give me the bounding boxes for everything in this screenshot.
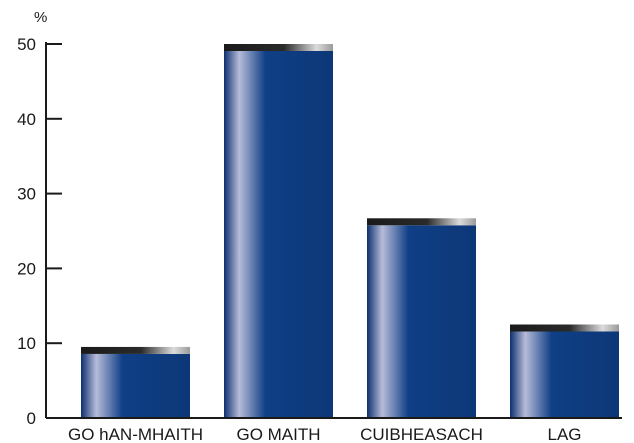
bar <box>367 225 476 418</box>
bar <box>224 51 333 418</box>
bars-group <box>81 44 619 418</box>
bar-cap <box>510 324 619 332</box>
y-tick-label: 0 <box>27 409 36 428</box>
x-category-label: GO hAN-MHAITH <box>68 425 203 443</box>
bar-cap <box>81 346 190 354</box>
y-unit-label: % <box>34 9 47 26</box>
y-tick-label: 10 <box>17 334 36 353</box>
y-tick-label: 50 <box>17 35 36 54</box>
x-category-label: GO MAITH <box>236 425 320 443</box>
y-ticks-group: 0 10 20 30 40 50 <box>17 35 62 428</box>
y-tick-label: 20 <box>17 259 36 278</box>
bar <box>510 331 619 418</box>
bar <box>81 353 190 418</box>
y-tick-label: 40 <box>17 110 36 129</box>
bar-cap <box>367 218 476 226</box>
bar-cap <box>224 44 333 51</box>
y-tick-label: 30 <box>17 185 36 204</box>
x-category-label: LAG <box>547 425 581 443</box>
x-labels-group: GO hAN-MHAITH GO MAITH CUIBHEASACH LAG <box>68 425 582 443</box>
x-category-label: CUIBHEASACH <box>360 425 483 443</box>
